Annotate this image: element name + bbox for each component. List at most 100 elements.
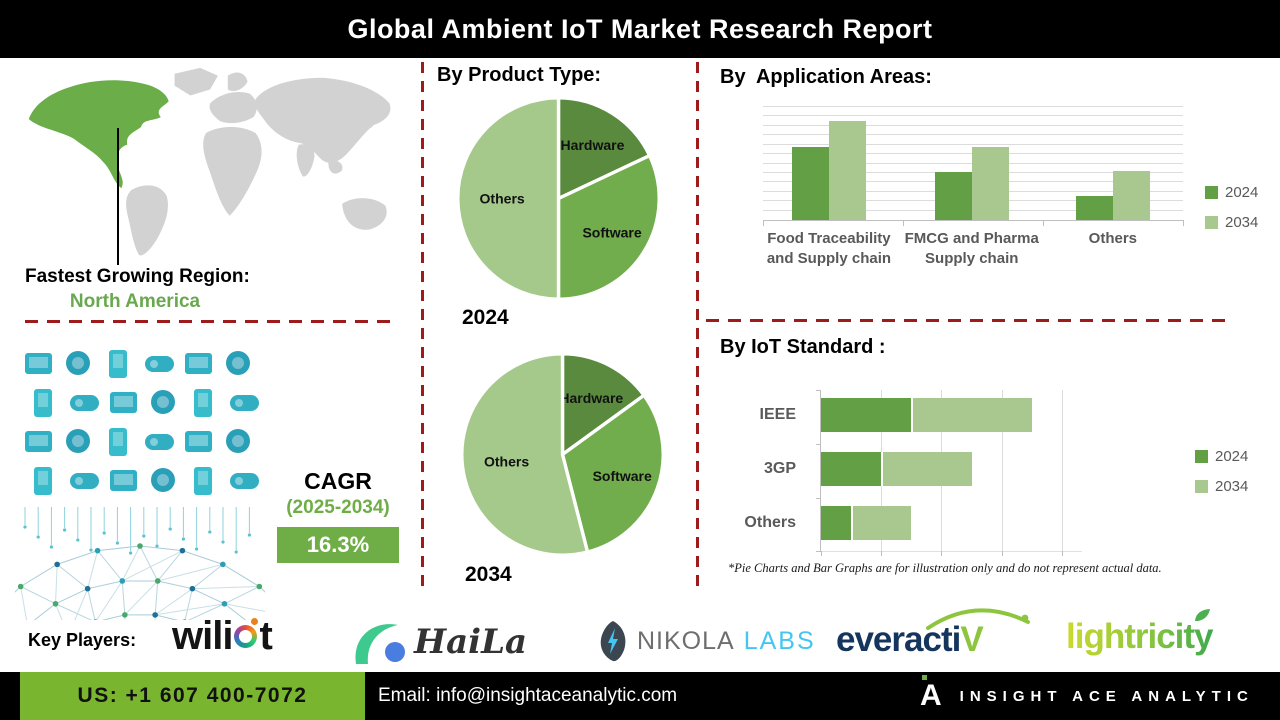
haila-text: HaiLa — [414, 622, 528, 662]
pie-year-2034: 2034 — [465, 563, 512, 586]
axis-tick — [1061, 551, 1063, 556]
application-areas-category-labels: Food Traceability and Supply chain FMCG an… — [763, 229, 1183, 279]
section-heading-application-areas: By Application Areas: — [720, 66, 932, 88]
divider-vertical-1 — [421, 62, 424, 592]
axis-tick — [816, 390, 821, 391]
legend-label-2024: 2024 — [1225, 184, 1259, 201]
bar-2034 — [971, 146, 1009, 220]
hbar-segment-2024 — [821, 506, 852, 540]
fastest-growing-region-label: Fastest Growing Region: — [25, 266, 250, 287]
axis-tick — [816, 498, 821, 499]
axis-tick — [816, 444, 821, 445]
hbar-segment-2024 — [821, 452, 882, 486]
axis-tick — [903, 220, 904, 226]
hbar-segment-2034 — [851, 506, 912, 540]
bar-2034 — [1112, 171, 1150, 220]
legend-swatch-2024 — [1195, 450, 1208, 463]
key-players-label: Key Players: — [28, 630, 137, 650]
category-label: FMCG and Pharma Supply chain — [904, 230, 1039, 268]
pie-year-2024: 2024 — [462, 306, 509, 329]
logo-everactiv: everactiV — [836, 608, 1030, 660]
gridline — [763, 106, 1183, 107]
hbar-row-IEEE — [821, 398, 1032, 432]
pie-chart-2024: Hardware Software Others — [452, 92, 665, 305]
category-label: Others — [1088, 230, 1138, 247]
pie-slice-others — [460, 352, 590, 557]
legend-swatch-2034 — [1205, 216, 1218, 229]
bar-group-2 — [1075, 171, 1150, 220]
footer-bar: US: +1 607 400-7072 Email: info@insighta… — [0, 672, 1280, 720]
application-areas-chart: Food Traceability and Supply chain FMCG an… — [715, 96, 1280, 291]
legend-swatch-2024 — [1205, 186, 1218, 199]
application-areas-plot — [763, 106, 1184, 226]
logo-lightricity: lightricity — [1066, 609, 1214, 657]
nikola-word2: LABS — [743, 626, 816, 655]
bar-2024 — [934, 171, 972, 220]
cagr-period: (2025-2034) — [286, 497, 390, 518]
iot-devices-illustration — [0, 342, 293, 639]
svg-text:Software: Software — [582, 224, 641, 240]
hbar-row-3GP — [821, 452, 972, 486]
hbar-segment-2034 — [881, 452, 972, 486]
gridline — [763, 124, 1183, 126]
svg-text:Others: Others — [480, 190, 525, 206]
svg-text:Hardware: Hardware — [559, 390, 623, 406]
lightricity-text: lightricity — [1066, 617, 1214, 656]
logo-haila: HaiLa — [350, 616, 527, 668]
svg-text:Hardware: Hardware — [561, 137, 625, 153]
wiliot-text-post: t — [259, 614, 272, 658]
axis-tick — [816, 551, 821, 552]
everactiv-text: everacti — [836, 620, 961, 659]
haila-swoosh-icon — [355, 624, 405, 664]
nikola-word1: NIKOLA — [637, 626, 735, 655]
gridline — [763, 143, 1183, 145]
gridline — [763, 115, 1183, 117]
svg-text:Others: Others — [484, 453, 529, 469]
bar-group-1 — [934, 146, 1009, 220]
cagr-block: CAGR (2025-2034) 16.3% — [258, 468, 418, 563]
axis-tick — [763, 220, 764, 226]
email-address: Email: info@insightaceanalytic.com — [378, 685, 678, 706]
category-label: Food Traceability and Supply chain — [766, 230, 892, 268]
world-map — [15, 60, 413, 262]
everactiv-arc-icon — [926, 608, 1030, 630]
legend-label-2034: 2034 — [1225, 214, 1259, 231]
axis-tick — [881, 551, 883, 556]
fastest-growing-region-value: North America — [69, 291, 201, 312]
gridline — [1061, 390, 1063, 551]
iot-standard-chart: IEEE 3GP Others 2024 2034 — [700, 390, 1280, 560]
pie-chart-2034: Hardware Software Others — [456, 348, 669, 561]
pie-slice-hardware — [560, 352, 646, 457]
pie-slice-software — [560, 393, 665, 554]
legend-item-2024: 2024 — [1205, 184, 1258, 201]
section-heading-product-type: By Product Type: — [437, 64, 602, 86]
pie-slice-software — [556, 153, 661, 301]
hbar-segment-2024 — [821, 398, 912, 432]
category-label-Others: Others — [744, 514, 796, 531]
legend-item-2024: 2024 — [1195, 448, 1248, 465]
axis-tick — [941, 551, 943, 556]
category-label-IEEE: IEEE — [759, 406, 796, 423]
phone-number: US: +1 607 400-7072 — [20, 672, 365, 720]
iot-standard-category-labels: IEEE 3GP Others — [700, 390, 808, 552]
legend-item-2034: 2034 — [1195, 478, 1248, 495]
section-heading-iot-standard: By IoT Standard : — [720, 336, 886, 358]
brand-name: INSIGHT ACE ANALYTIC — [959, 687, 1254, 705]
cagr-value-badge: 16.3% — [277, 527, 399, 563]
application-areas-legend: 2024 2034 — [1205, 184, 1258, 244]
bar-group-0 — [791, 121, 866, 220]
map-north-america — [28, 80, 169, 189]
wiliot-o-icon — [234, 618, 259, 648]
axis-tick — [1043, 220, 1044, 226]
map-pointer-line — [117, 128, 119, 265]
title-bar: Global Ambient IoT Market Research Repor… — [0, 0, 1280, 58]
legend-swatch-2034 — [1195, 480, 1208, 493]
lightricity-leaf-icon — [1195, 609, 1210, 621]
everactiv-v: V — [960, 620, 984, 659]
brand-a-icon: A — [920, 675, 942, 712]
logo-wiliot: wili t — [172, 614, 273, 659]
axis-tick — [821, 551, 822, 556]
logo-nikola-labs: NIKOLA LABS — [597, 620, 816, 662]
iot-standard-legend: 2024 2034 — [1195, 448, 1248, 508]
